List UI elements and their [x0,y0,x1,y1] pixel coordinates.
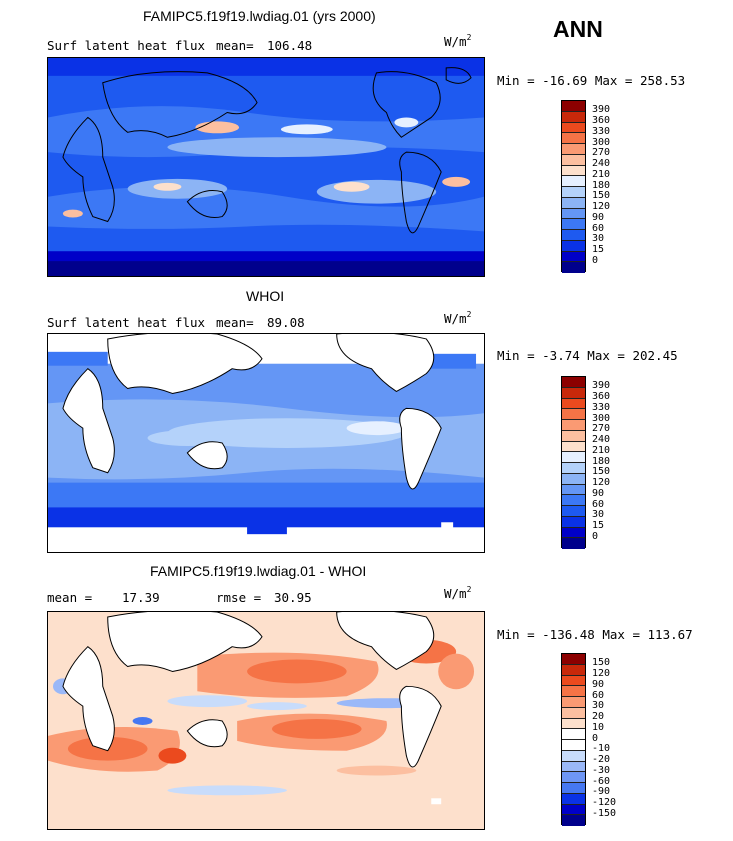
tick: -30 [592,765,611,776]
season-label: ANN [553,16,603,42]
tick: 300 [592,413,611,424]
panel2-colorbar [561,376,586,549]
tick: 0 [592,255,599,266]
tick: 150 [592,657,611,668]
tick: -150 [592,808,617,819]
panel1-title: FAMIPC5.f19f19.lwdiag.01 (yrs 2000) [143,8,376,24]
tick: 390 [592,104,611,115]
tick: 300 [592,137,611,148]
panel3-minmax: Min = -136.48 Max = 113.67 [497,627,693,642]
tick: 360 [592,115,611,126]
tick: 90 [592,679,605,690]
tick: 120 [592,477,611,488]
panel3-mean-label: mean = [47,590,93,605]
tick: 210 [592,169,611,180]
tick: 270 [592,147,611,158]
panel2-mean-label: mean= [216,315,254,330]
tick: 60 [592,499,605,510]
panel3-title: FAMIPC5.f19f19.lwdiag.01 - WHOI [150,563,367,579]
panel1-unit: W/m2 [444,33,472,49]
panel2-field-label: Surf latent heat flux [47,315,206,330]
tick: 15 [592,244,605,255]
panel2-unit: W/m2 [444,310,472,326]
tick: 330 [592,126,611,137]
panel1-minmax: Min = -16.69 Max = 258.53 [497,73,686,88]
tick: 270 [592,423,611,434]
panel3-mean-value: 17.39 [122,590,160,605]
panel1-mean-value: 106.48 [267,38,313,53]
panel1-mean-label: mean= [216,38,254,53]
panel3-rmse-value: 30.95 [274,590,312,605]
tick: 15 [592,520,605,531]
panel1-colorbar [561,100,586,273]
tick: 60 [592,690,605,701]
panel2-mean-value: 89.08 [267,315,305,330]
tick: 10 [592,722,605,733]
tick: 180 [592,180,611,191]
tick: 30 [592,509,605,520]
tick: 90 [592,488,605,499]
tick: -120 [592,797,617,808]
panel3-map [47,611,485,830]
tick: -90 [592,786,611,797]
panel3-rmse-label: rmse = [216,590,262,605]
tick: -20 [592,754,611,765]
tick: 30 [592,700,605,711]
tick: 240 [592,158,611,169]
tick: 390 [592,380,611,391]
panel1-field-label: Surf latent heat flux [47,38,206,53]
panel2-title: WHOI [246,288,285,304]
tick: 0 [592,531,599,542]
tick: 360 [592,391,611,402]
tick: 240 [592,434,611,445]
tick: -60 [592,776,611,787]
tick: 30 [592,233,605,244]
tick: 60 [592,223,605,234]
panel2-minmax: Min = -3.74 Max = 202.45 [497,348,678,363]
panel3-unit: W/m2 [444,585,472,601]
panel1-map [47,57,485,277]
tick: 20 [592,711,605,722]
tick: 120 [592,201,611,212]
panel3-colorbar [561,653,586,826]
tick: 210 [592,445,611,456]
tick: 180 [592,456,611,467]
tick: 150 [592,190,611,201]
tick: 330 [592,402,611,413]
tick: 0 [592,733,599,744]
panel2-map [47,333,485,553]
tick: 90 [592,212,605,223]
tick: 150 [592,466,611,477]
tick: 120 [592,668,611,679]
tick: -10 [592,743,611,754]
